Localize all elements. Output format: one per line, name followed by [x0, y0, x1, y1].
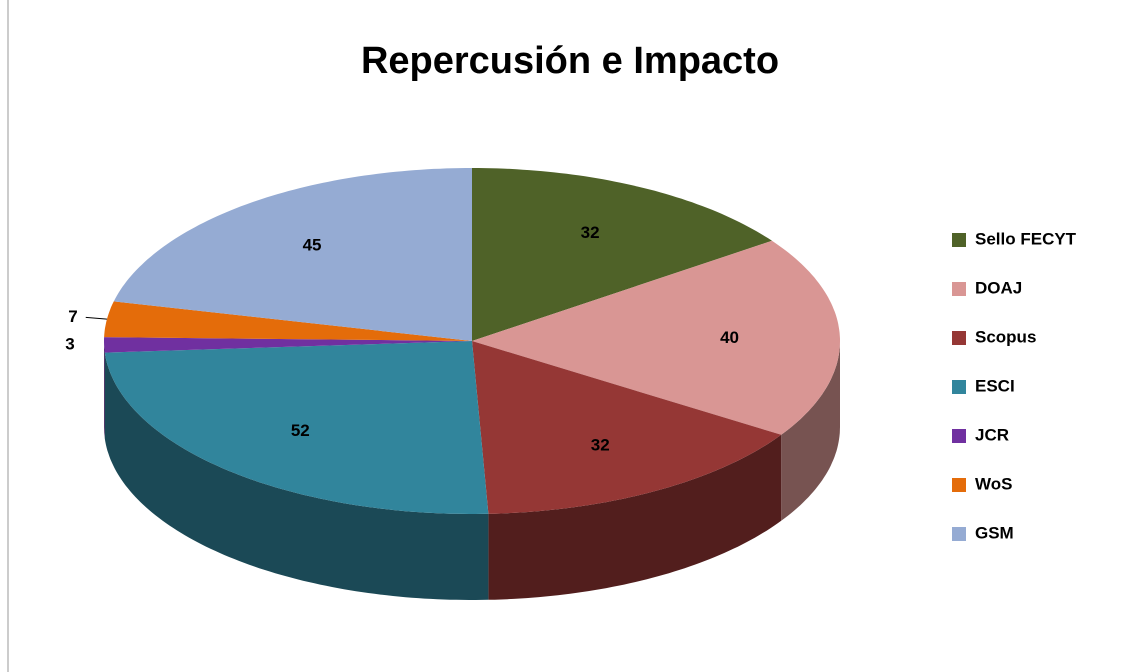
legend-swatch [952, 282, 966, 296]
slice [104, 337, 472, 353]
legend-label: Scopus [975, 327, 1036, 346]
slice [472, 341, 782, 514]
slice-side [488, 434, 782, 600]
data-label: 32 [581, 223, 600, 242]
legend-label: GSM [975, 523, 1014, 542]
legend-swatch [952, 429, 966, 443]
legend-label: ESCI [975, 376, 1015, 395]
data-label: 3 [65, 335, 74, 354]
slice-side [104, 341, 105, 439]
slice [472, 168, 772, 341]
slice-side [781, 341, 840, 521]
data-label: 52 [291, 421, 310, 440]
legend-swatch [952, 478, 966, 492]
legend-swatch [952, 233, 966, 247]
legend-swatch [952, 527, 966, 541]
legend-label: WoS [975, 474, 1012, 493]
data-label: 45 [303, 236, 322, 255]
legend-swatch [952, 331, 966, 345]
slice-side [104, 352, 489, 600]
leader-line [85, 316, 107, 320]
data-label: 7 [68, 307, 77, 326]
data-label: 32 [591, 436, 610, 455]
chart-title: Repercusión e Impacto [361, 40, 779, 82]
slice [472, 240, 840, 435]
slice [104, 341, 489, 514]
slice [113, 168, 473, 341]
data-label: 40 [720, 328, 739, 347]
legend-swatch [952, 380, 966, 394]
legend-label: JCR [975, 425, 1009, 444]
legend-label: Sello FECYT [975, 229, 1077, 248]
slice [104, 301, 472, 341]
legend-label: DOAJ [975, 278, 1022, 297]
